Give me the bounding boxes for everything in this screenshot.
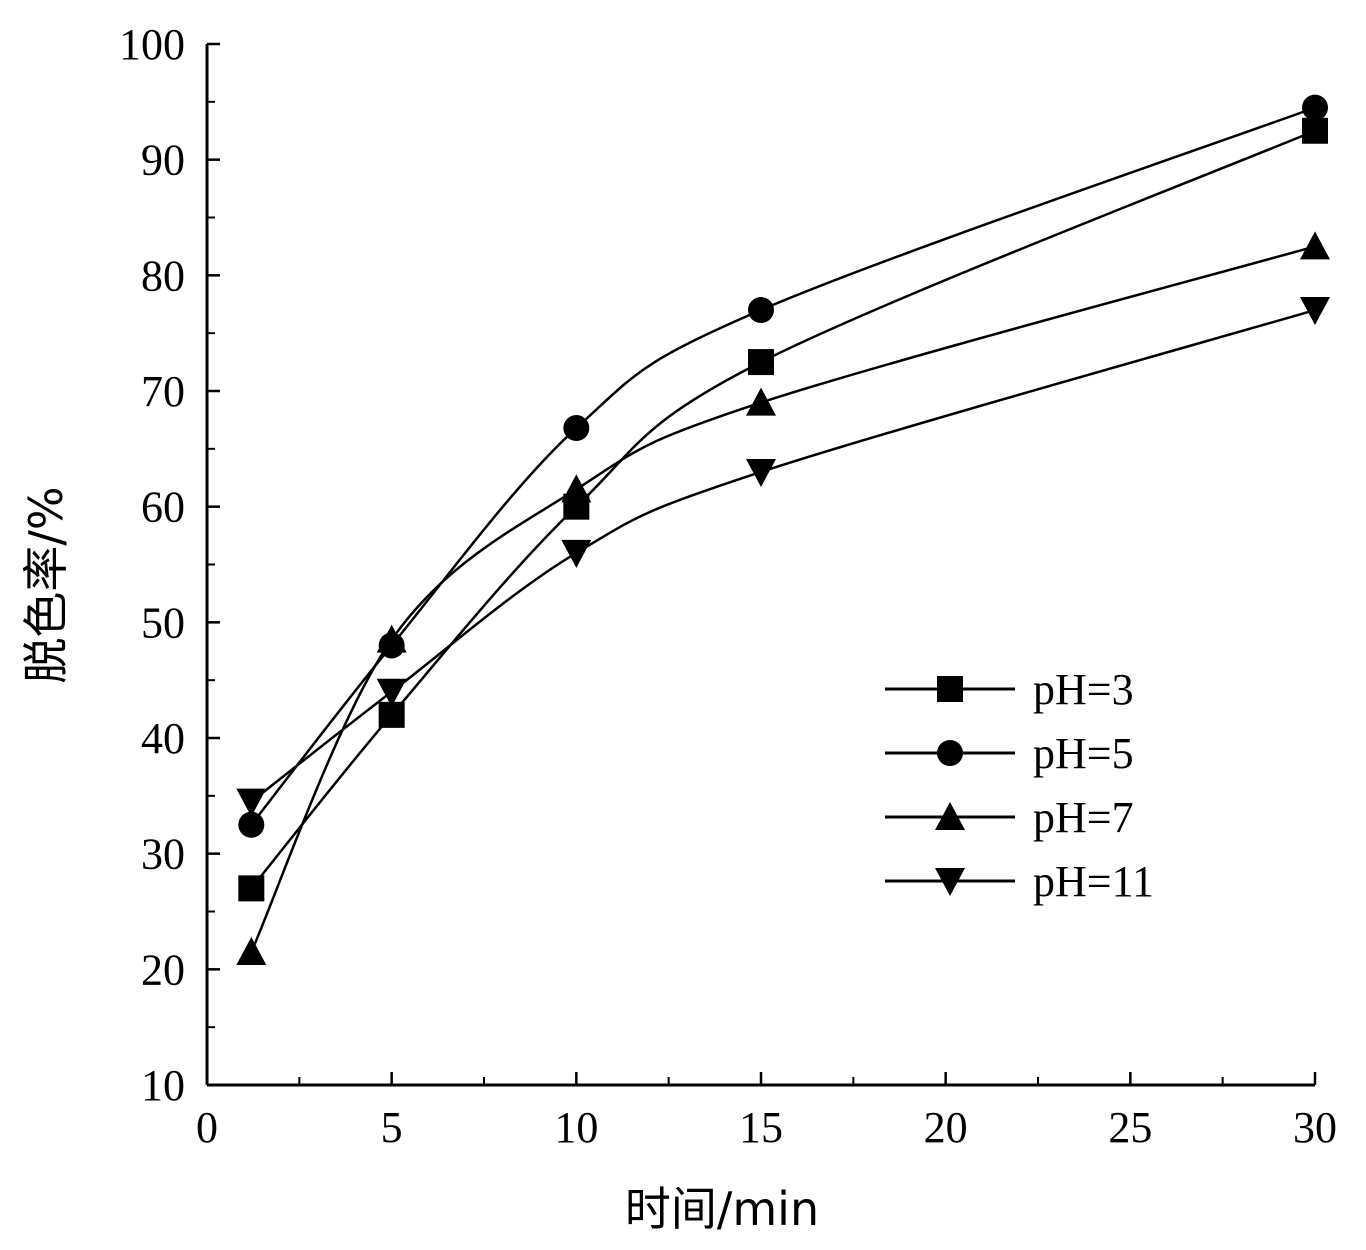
- x-tick-label: 15: [739, 1103, 783, 1152]
- series-line-ph-5: [250, 106, 1316, 826]
- data-point-ph-11: [376, 678, 407, 707]
- y-tick-label: 100: [119, 20, 185, 69]
- data-point-ph-5: [1302, 94, 1328, 121]
- data-point-ph-7: [561, 474, 592, 503]
- data-point-ph-11: [746, 458, 776, 487]
- y-tick-label: 70: [141, 367, 185, 416]
- data-point-ph-7: [236, 936, 267, 965]
- legend-label-ph-11: pH=11: [1033, 857, 1154, 906]
- data-point-ph-7: [1300, 231, 1330, 260]
- data-point-ph-5: [748, 297, 774, 324]
- fit-curves: [250, 106, 1316, 953]
- axes: 10 20 30 40 50 60 70 80 90 100 0 5 10 15 20 25 30: [119, 20, 1337, 1152]
- y-tick-label: 90: [141, 136, 185, 185]
- data-point-ph-3: [238, 875, 265, 902]
- data-point-ph-7: [376, 624, 407, 653]
- data-point-ph-3: [748, 349, 774, 376]
- x-tick-label: 0: [196, 1103, 218, 1152]
- data-point-ph-3: [1302, 117, 1328, 144]
- data-point-ph-11: [1300, 297, 1330, 326]
- legend-marker-ph-3: [937, 676, 963, 702]
- data-point-ph-5: [563, 415, 590, 442]
- legend-marker-ph-7: [935, 802, 965, 830]
- y-tick-label: 40: [141, 714, 185, 763]
- series-line-ph-3: [250, 129, 1316, 890]
- legend-marker-ph-11: [935, 868, 965, 896]
- x-tick-label: 25: [1108, 1103, 1152, 1152]
- y-tick-label: 80: [141, 251, 185, 300]
- x-axis-title: 时间/min: [625, 1182, 819, 1236]
- y-tick-label: 10: [141, 1061, 185, 1110]
- legend-label-ph-3: pH=3: [1033, 665, 1134, 714]
- data-point-ph-5: [238, 811, 265, 838]
- legend-marker-ph-5: [937, 740, 963, 766]
- series-line-ph-11: [250, 308, 1316, 803]
- series-line-ph-7: [250, 245, 1316, 953]
- x-tick-label: 30: [1293, 1103, 1337, 1152]
- legend: pH=3 pH=5 pH=7 pH=11: [885, 665, 1154, 906]
- x-tick-label: 5: [381, 1103, 403, 1152]
- y-tick-label: 30: [141, 830, 185, 879]
- data-markers: [236, 94, 1330, 965]
- x-tick-label: 20: [924, 1103, 968, 1152]
- legend-label-ph-7: pH=7: [1033, 793, 1134, 842]
- y-tick-label: 60: [141, 483, 185, 532]
- y-axis-title: 脱色率/%: [19, 486, 73, 683]
- legend-label-ph-5: pH=5: [1033, 729, 1134, 778]
- data-point-ph-11: [561, 539, 592, 568]
- x-tick-label: 10: [554, 1103, 598, 1152]
- data-point-ph-11: [236, 788, 267, 817]
- y-tick-label: 20: [141, 945, 185, 994]
- data-point-ph-7: [746, 387, 776, 416]
- y-tick-label: 50: [141, 598, 185, 647]
